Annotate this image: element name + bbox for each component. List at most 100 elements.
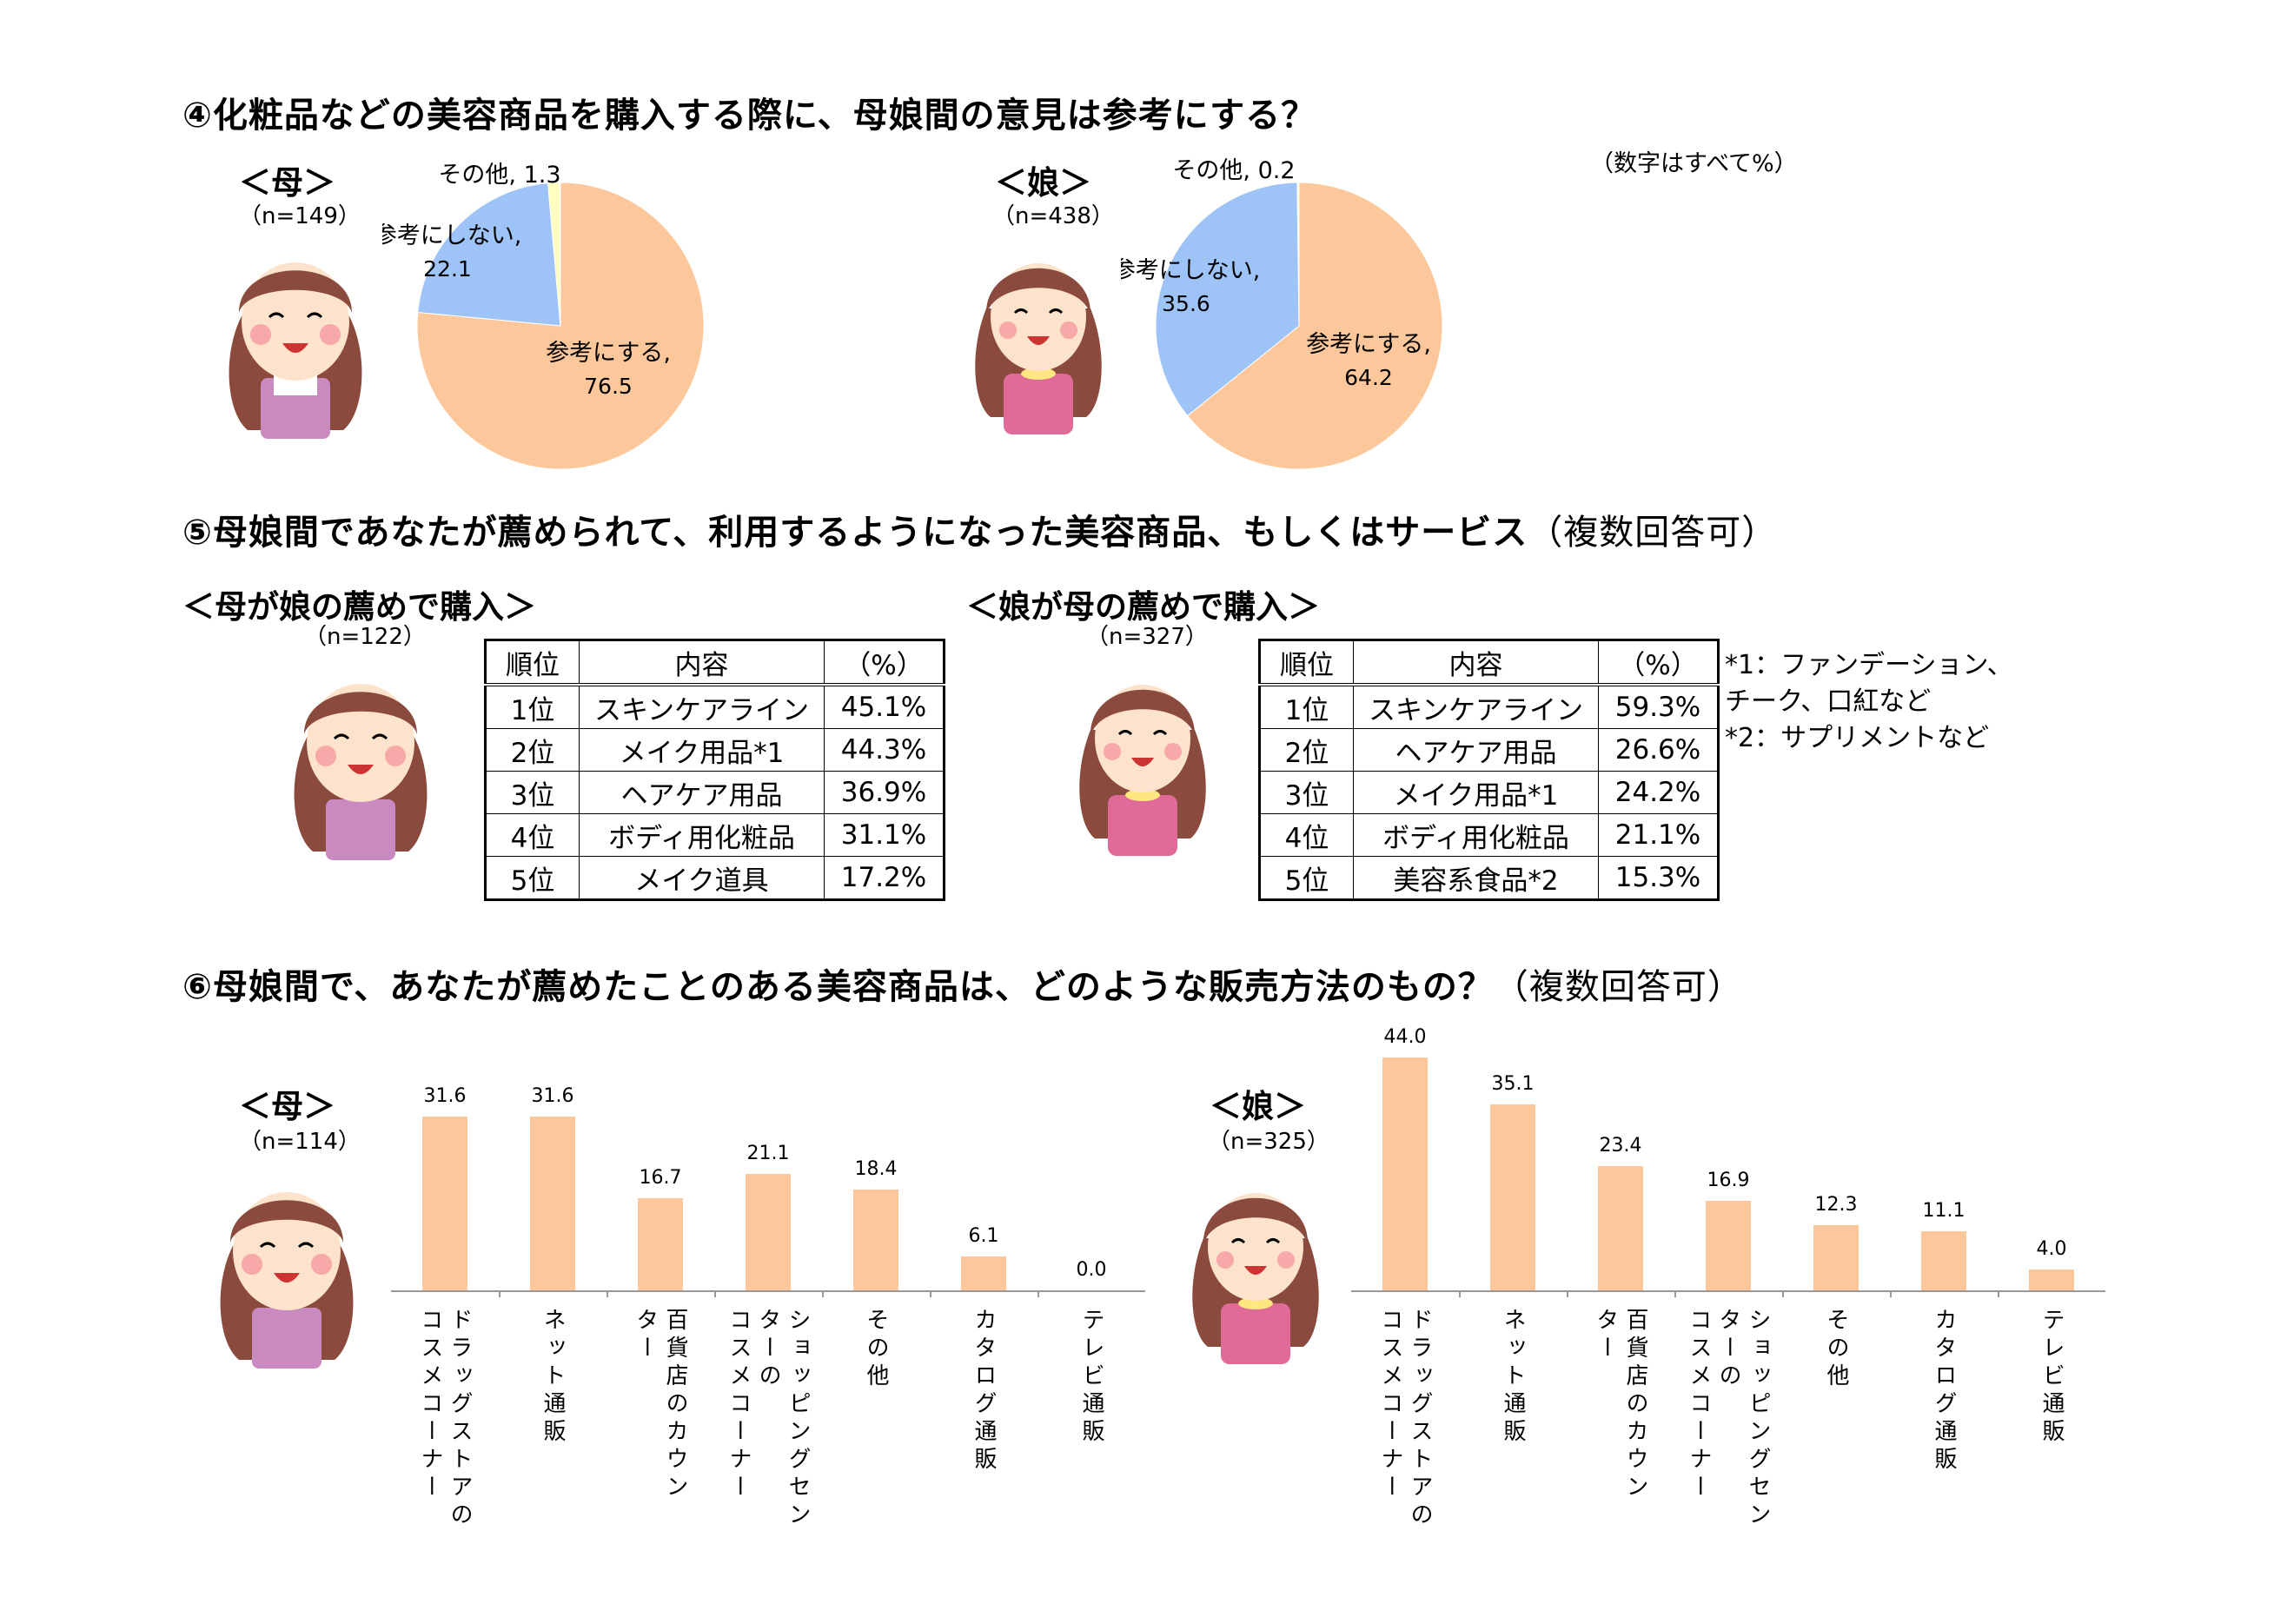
x-axis-tick <box>1459 1290 1461 1297</box>
q5-daughter-table: 順位 内容 （%） 1位 スキンケアライン 59.3% 2位 ヘアケア用品 26.6% … <box>1258 639 1720 901</box>
q6-daughter-figure-icon <box>1192 1193 1319 1364</box>
content-cell: ヘアケア用品 <box>579 771 825 814</box>
mother-illustration <box>229 262 362 439</box>
category-label: ショッピングセン ターの コスメコーナー <box>726 1308 811 1530</box>
rank-cell: 1位 <box>1259 684 1354 729</box>
table-row: 1位 スキンケアライン 59.3% <box>1259 684 1719 729</box>
category-label: 百貨店のカウン ター <box>633 1308 688 1502</box>
q6-mother-figure-icon <box>220 1192 354 1369</box>
q6-mother-illustration <box>220 1192 354 1369</box>
table-header-row: 順位 内容 （%） <box>485 640 945 686</box>
pie-slice-value: 64.2 <box>1344 365 1393 390</box>
table-row: 3位 ヘアケア用品 36.9% <box>485 771 945 814</box>
pie-slice <box>547 182 561 327</box>
pie-slice-label: その他, 1.3 <box>438 162 560 189</box>
content-cell: スキンケアライン <box>1353 684 1599 729</box>
x-axis-tick <box>1674 1290 1676 1297</box>
bar <box>746 1174 791 1290</box>
rank-cell: 2位 <box>485 728 580 772</box>
q5-title-text: ⑤母娘間であなたが薦められて、利用するようになった美容商品、もしくはサービス <box>182 513 1528 553</box>
percent-cell: 36.9% <box>824 771 945 814</box>
rank-cell: 5位 <box>1259 856 1354 900</box>
pie-slice-label: 参考にしない, <box>382 222 521 249</box>
x-axis-line <box>1351 1290 2105 1292</box>
bar <box>1382 1057 1428 1290</box>
bar <box>1598 1166 1643 1290</box>
category-label: カタログ通販 <box>971 1308 997 1475</box>
q5-daughter-label: ＜娘が母の薦めで購入＞ <box>966 588 1320 626</box>
pie-slice-label: 参考にしない, <box>1121 257 1260 284</box>
table-header-row: 順位 内容 （%） <box>1259 640 1719 686</box>
content-cell: ボディ用化粧品 <box>579 813 825 857</box>
bar-value-label: 12.3 <box>1814 1194 1858 1216</box>
header-rank: 順位 <box>1259 640 1354 686</box>
category-label: ネット通販 <box>1500 1308 1526 1447</box>
header-content: 内容 <box>1353 640 1599 686</box>
mother-illustration-figure-icon <box>229 262 362 439</box>
q4-daughter-label: ＜娘＞ <box>995 164 1091 202</box>
header-content: 内容 <box>579 640 825 686</box>
q5-title-note: （複数回答可） <box>1528 513 1778 553</box>
category-label: その他 <box>1823 1308 1849 1391</box>
bar-value-label: 18.4 <box>854 1157 898 1180</box>
q6-daughter-bar-chart: 44.0 ドラッグストアの コスメコーナー 35.1 ネット通販 23.4 百貨店のカウン… <box>1351 999 2116 1607</box>
q6-mother-n: （n=114） <box>239 1129 361 1155</box>
category-label: ネット通販 <box>540 1308 566 1447</box>
q5-title: ⑤母娘間であなたが薦められて、利用するようになった美容商品、もしくはサービス（複… <box>182 504 1777 554</box>
q6-daughter-label: ＜娘＞ <box>1210 1088 1306 1125</box>
pie-slice <box>417 182 561 327</box>
pie-slice <box>1296 182 1300 327</box>
x-axis-tick <box>714 1290 716 1297</box>
bar-value-label: 35.1 <box>1491 1073 1535 1096</box>
pie-slice <box>1186 182 1443 470</box>
content-cell: スキンケアライン <box>579 684 825 729</box>
q4-mother-pie-chart: 参考にする, 76.5 参考にしない, 22.1 その他, 1.3 <box>382 162 705 470</box>
bar-value-label: 6.1 <box>968 1225 999 1248</box>
bar <box>1813 1225 1859 1290</box>
bar <box>853 1189 898 1290</box>
content-cell: メイク道具 <box>579 856 825 900</box>
bar <box>1490 1104 1535 1290</box>
category-label: 百貨店のカウン ター <box>1593 1308 1648 1502</box>
category-label: テレビ通販 <box>2038 1308 2065 1447</box>
q4-daughter-n: （n=438） <box>992 203 1114 229</box>
table-row: 1位 スキンケアライン 45.1% <box>485 684 945 729</box>
pie-slice-value: 35.6 <box>1162 291 1210 316</box>
bar <box>638 1198 683 1290</box>
q5-mother-n: （n=122） <box>304 624 426 650</box>
bar <box>530 1117 575 1290</box>
percent-cell: 21.1% <box>1598 813 1719 857</box>
bar-value-label: 23.4 <box>1599 1135 1642 1157</box>
pie-slice-value: 76.5 <box>584 374 633 399</box>
header-percent: （%） <box>824 640 945 686</box>
percent-cell: 26.6% <box>1598 728 1719 772</box>
bar <box>1706 1201 1751 1290</box>
q5-daughter-illustration <box>1079 685 1206 856</box>
x-axis-tick <box>1037 1290 1039 1297</box>
q5-mother-table: 順位 内容 （%） 1位 スキンケアライン 45.1% 2位 メイク用品*1 44.3%… <box>484 639 945 901</box>
table-row: 4位 ボディ用化粧品 21.1% <box>1259 813 1719 857</box>
pie-slice-label: 参考にする, <box>1306 331 1431 358</box>
q5-mother-figure-icon <box>294 684 428 860</box>
percent-cell: 45.1% <box>824 684 945 729</box>
header-percent: （%） <box>1598 640 1719 686</box>
category-label: カタログ通販 <box>1931 1308 1957 1475</box>
q5-mother-label: ＜母が娘の薦めで購入＞ <box>182 588 536 626</box>
percent-cell: 15.3% <box>1598 856 1719 900</box>
percent-cell: 17.2% <box>824 856 945 900</box>
content-cell: メイク用品*1 <box>1353 771 1599 814</box>
x-axis-tick <box>930 1290 931 1297</box>
footnote-1-cont: チーク、口紅など <box>1725 686 1932 717</box>
bar-value-label: 44.0 <box>1383 1026 1427 1048</box>
bar <box>2029 1269 2074 1290</box>
category-label: ドラッグストアの コスメコーナー <box>417 1308 473 1530</box>
rank-cell: 3位 <box>485 771 580 814</box>
percent-cell: 24.2% <box>1598 771 1719 814</box>
category-label: その他 <box>863 1308 889 1391</box>
content-cell: ヘアケア用品 <box>1353 728 1599 772</box>
rank-cell: 4位 <box>1259 813 1354 857</box>
percent-cell: 31.1% <box>824 813 945 857</box>
rank-cell: 1位 <box>485 684 580 729</box>
category-label: テレビ通販 <box>1078 1308 1104 1447</box>
q6-daughter-illustration <box>1192 1193 1319 1364</box>
